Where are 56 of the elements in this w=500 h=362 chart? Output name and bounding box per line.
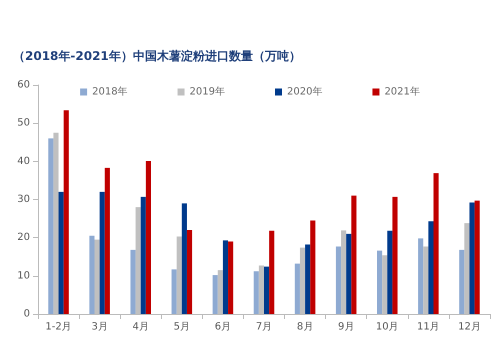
- bar: [418, 238, 424, 314]
- bar: [346, 234, 352, 314]
- bar: [264, 266, 270, 314]
- y-tick-label: 40: [17, 156, 30, 167]
- bar: [64, 110, 69, 314]
- bar: [130, 250, 136, 314]
- x-tick-label: 5月: [174, 322, 190, 332]
- x-tick-label: 11月: [416, 322, 440, 332]
- y-tick-label: 50: [17, 118, 30, 129]
- bar: [58, 192, 64, 314]
- bar: [48, 138, 54, 314]
- y-tick-label: 20: [17, 232, 30, 244]
- bar: [387, 230, 392, 314]
- x-tick-label: 7月: [256, 322, 272, 332]
- bar: [212, 275, 218, 314]
- bar: [351, 196, 356, 314]
- bar: [269, 230, 274, 314]
- bar: [294, 264, 300, 314]
- bar: [172, 269, 177, 314]
- x-tick-label: 12月: [458, 322, 481, 332]
- x-tick-label: 9月: [338, 322, 354, 332]
- bar: [305, 244, 310, 314]
- chart-title: （2018年-2021年）中国木薯淀粉进口数量（万吨）: [13, 49, 301, 63]
- bar: [146, 160, 151, 314]
- x-tick-label: 10月: [376, 322, 399, 332]
- bar: [336, 246, 342, 314]
- bar: [89, 236, 94, 314]
- bar: [434, 173, 439, 314]
- legend-label: 2018年: [92, 86, 128, 98]
- y-tick-label: 30: [17, 194, 30, 205]
- y-tick-label: 10: [17, 270, 30, 282]
- bar: [104, 168, 110, 314]
- x-tick-label: 8月: [296, 322, 314, 332]
- bar: [228, 241, 234, 314]
- bar: [459, 250, 464, 314]
- x-tick-label: 4月: [132, 322, 149, 332]
- bar: [140, 196, 146, 314]
- x-tick-label: 6月: [214, 322, 232, 332]
- x-tick-label: 1-2月: [45, 322, 72, 332]
- legend-label: 2019年: [190, 86, 226, 98]
- bar: [474, 200, 480, 314]
- bar: [377, 250, 382, 314]
- bar: [392, 196, 398, 314]
- bar: [222, 240, 228, 314]
- y-tick-label: 0: [24, 308, 30, 320]
- bar: [254, 271, 259, 314]
- bar: [182, 203, 187, 314]
- legend-label: 2021年: [384, 86, 420, 98]
- y-tick-label: 60: [17, 80, 30, 90]
- bar: [469, 202, 475, 314]
- legend-label: 2020年: [287, 86, 322, 98]
- bar: [310, 220, 316, 314]
- bar: [186, 230, 192, 314]
- bar: [100, 192, 105, 314]
- x-tick-label: 3月: [91, 322, 108, 332]
- bar: [428, 221, 434, 314]
